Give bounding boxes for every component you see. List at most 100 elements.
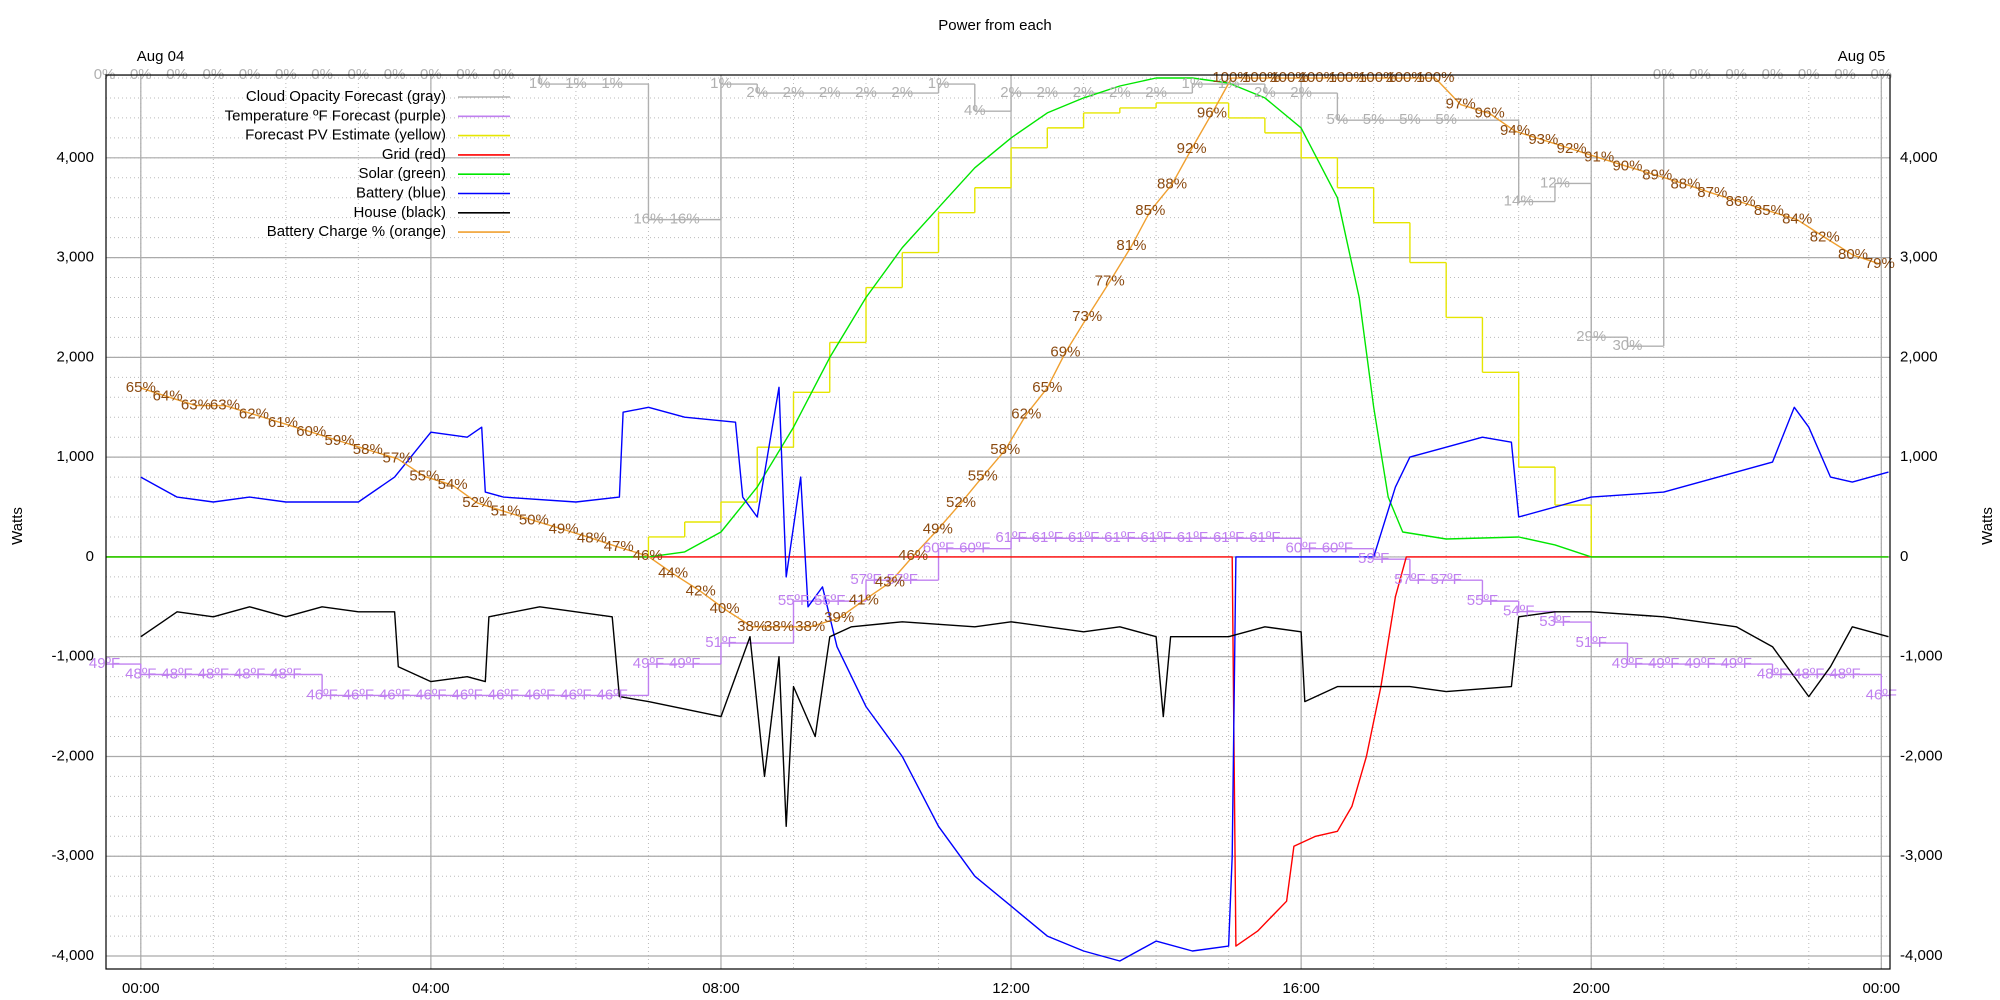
point-label: 100% bbox=[1299, 69, 1337, 86]
point-label: 49ºF bbox=[633, 655, 664, 672]
point-label: 60% bbox=[296, 423, 326, 440]
point-label: 87% bbox=[1697, 184, 1727, 201]
point-label: 96% bbox=[1475, 104, 1505, 121]
point-label: 5% bbox=[1327, 111, 1349, 128]
point-label: 48ºF bbox=[1793, 665, 1824, 682]
point-label: 16% bbox=[633, 211, 663, 228]
date-annotation: Aug 05 bbox=[1838, 48, 1886, 65]
legend-label: Grid (red) bbox=[382, 146, 446, 163]
point-label: 100% bbox=[1328, 69, 1366, 86]
point-label: 12% bbox=[1540, 174, 1570, 191]
point-label: 46ºF bbox=[597, 686, 628, 703]
point-label: 38% bbox=[764, 618, 794, 635]
point-label: 49ºF bbox=[1721, 655, 1752, 672]
x-tick-label: 12:00 bbox=[992, 980, 1030, 997]
point-label: 91% bbox=[1584, 149, 1614, 166]
x-tick-label: 00:00 bbox=[1863, 980, 1901, 997]
point-label: 61ºF bbox=[1104, 529, 1135, 546]
point-label: 1% bbox=[529, 75, 551, 92]
y2-tick-label: 3,000 bbox=[1900, 249, 1938, 266]
point-label: 2% bbox=[1109, 84, 1131, 101]
point-label: 30% bbox=[1612, 337, 1642, 354]
point-label: 46ºF bbox=[524, 686, 555, 703]
point-label: 5% bbox=[1363, 111, 1385, 128]
point-label: 62% bbox=[1011, 405, 1041, 422]
point-label: 47% bbox=[604, 538, 634, 555]
point-label: 59ºF bbox=[1358, 550, 1389, 567]
point-label: 61ºF bbox=[995, 529, 1026, 546]
point-label: 2% bbox=[783, 84, 805, 101]
point-label: 51% bbox=[491, 503, 521, 520]
legend-label: Forecast PV Estimate (yellow) bbox=[245, 127, 446, 144]
point-label: 14% bbox=[1504, 193, 1534, 210]
point-label: 5% bbox=[1435, 111, 1457, 128]
x-tick-label: 04:00 bbox=[412, 980, 450, 997]
point-label: 49% bbox=[549, 520, 579, 537]
x-tick-label: 08:00 bbox=[702, 980, 740, 997]
point-label: 100% bbox=[1386, 69, 1424, 86]
point-label: 59% bbox=[324, 432, 354, 449]
point-label: 65% bbox=[126, 379, 156, 396]
point-label: 88% bbox=[1670, 175, 1700, 192]
y-tick-label: -4,000 bbox=[51, 947, 94, 964]
point-label: 55% bbox=[409, 467, 439, 484]
point-label: 100% bbox=[1270, 69, 1308, 86]
point-label: 86% bbox=[1726, 193, 1756, 210]
point-label: 61ºF bbox=[1140, 529, 1171, 546]
point-label: 1% bbox=[710, 75, 732, 92]
y2-tick-label: 4,000 bbox=[1900, 149, 1938, 166]
point-label: 100% bbox=[1242, 69, 1280, 86]
point-label: 61ºF bbox=[1213, 529, 1244, 546]
x-tick-label: 16:00 bbox=[1282, 980, 1320, 997]
point-label: 62% bbox=[239, 405, 269, 422]
point-label: 79% bbox=[1865, 255, 1895, 272]
point-label: 48ºF bbox=[270, 665, 301, 682]
point-label: 46ºF bbox=[379, 686, 410, 703]
point-label: 57ºF bbox=[1431, 571, 1462, 588]
y2-tick-label: 2,000 bbox=[1900, 348, 1938, 365]
series-line bbox=[140, 77, 1881, 628]
point-label: 65% bbox=[1032, 379, 1062, 396]
legend-label: Cloud Opacity Forecast (gray) bbox=[246, 88, 446, 105]
legend-label: House (black) bbox=[353, 204, 446, 221]
point-label: 58% bbox=[353, 441, 383, 458]
point-label: 85% bbox=[1754, 202, 1784, 219]
point-label: 49% bbox=[923, 520, 953, 537]
point-label: 46ºF bbox=[451, 686, 482, 703]
point-label: 40% bbox=[710, 600, 740, 617]
y2-tick-label: 1,000 bbox=[1900, 448, 1938, 465]
y2-tick-label: -4,000 bbox=[1900, 947, 1943, 964]
y-tick-label: -1,000 bbox=[51, 648, 94, 665]
point-label: 58% bbox=[990, 441, 1020, 458]
point-label: 52% bbox=[462, 494, 492, 511]
point-label: 46ºF bbox=[560, 686, 591, 703]
series-line bbox=[106, 77, 1889, 558]
point-label: 39% bbox=[824, 609, 854, 626]
axes: -4,000 -4,000 -3,000 -3,000 -2,000 -2,000 -1,0… bbox=[51, 48, 1942, 997]
point-label: 61% bbox=[268, 414, 298, 431]
point-label: 48ºF bbox=[198, 665, 229, 682]
point-label: 49ºF bbox=[1612, 655, 1643, 672]
point-label: 48ºF bbox=[1757, 665, 1788, 682]
point-label: 61ºF bbox=[1032, 529, 1063, 546]
point-label: 2% bbox=[1290, 84, 1312, 101]
point-label: 61ºF bbox=[1177, 529, 1208, 546]
point-label: 54ºF bbox=[1503, 603, 1534, 620]
point-label: 60ºF bbox=[1322, 540, 1353, 557]
date-annotation: Aug 04 bbox=[137, 48, 185, 65]
point-label: 61ºF bbox=[1249, 529, 1280, 546]
point-label: 48ºF bbox=[125, 665, 156, 682]
point-label: 63% bbox=[210, 397, 240, 414]
point-label: 51ºF bbox=[705, 634, 736, 651]
point-label: 61ºF bbox=[1068, 529, 1099, 546]
point-label: 93% bbox=[1528, 131, 1558, 148]
point-label: 2% bbox=[1254, 84, 1276, 101]
y-axis-title: Watts bbox=[9, 507, 26, 545]
x-tick-label: 00:00 bbox=[122, 980, 160, 997]
point-label: 96% bbox=[1197, 104, 1227, 121]
point-label: 100% bbox=[1358, 69, 1396, 86]
point-label: 1% bbox=[1182, 75, 1204, 92]
plot-lines bbox=[106, 75, 1890, 962]
